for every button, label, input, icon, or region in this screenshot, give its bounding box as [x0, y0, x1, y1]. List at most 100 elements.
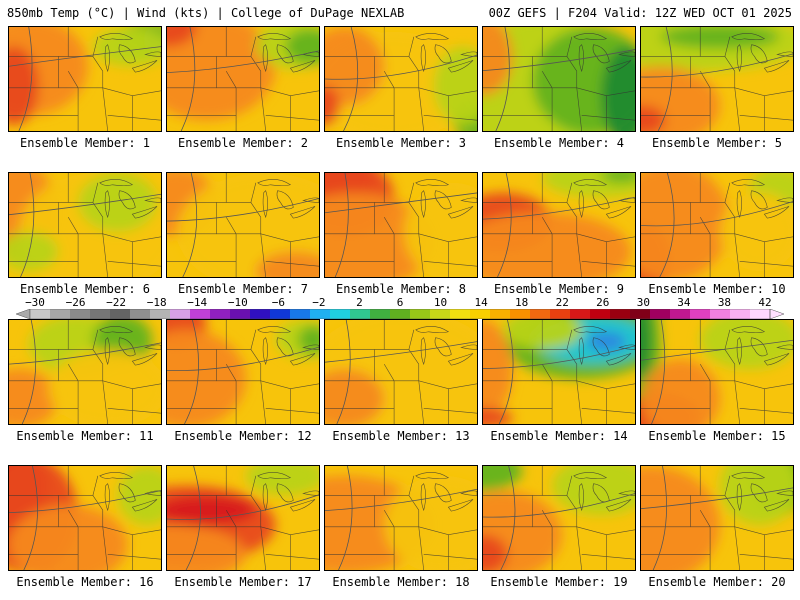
map-title: 850mb Temp (°C) | Wind (kts) | College o… — [7, 6, 405, 20]
ensemble-member-map — [482, 172, 636, 278]
colorbar-tick-label: 18 — [515, 296, 529, 309]
colorbar-right-arrow — [769, 309, 784, 319]
temperature-map — [641, 320, 793, 424]
colorbar-swatch — [210, 309, 231, 319]
colorbar-swatch — [170, 309, 191, 319]
colorbar-tick-label: −26 — [65, 296, 86, 309]
ensemble-member-label: Ensemble Member: 7 — [177, 282, 309, 296]
colorbar-swatch — [630, 309, 651, 319]
ensemble-member-map — [640, 172, 794, 278]
colorbar-swatch — [230, 309, 251, 319]
colorbar-tick-label: 42 — [758, 296, 772, 309]
ensemble-member-label: Ensemble Member: 20 — [648, 575, 786, 589]
temperature-colorbar — [16, 309, 784, 319]
temperature-map — [167, 173, 319, 277]
ensemble-member-map — [166, 26, 320, 132]
temperature-map — [9, 27, 161, 131]
ensemble-member-map — [8, 465, 162, 571]
ensemble-member-label: Ensemble Member: 6 — [19, 282, 151, 296]
colorbar-swatch — [530, 309, 551, 319]
colorbar-tick-label: −10 — [227, 296, 248, 309]
temperature-map — [641, 27, 793, 131]
ensemble-member-label: Ensemble Member: 12 — [174, 429, 312, 443]
colorbar-swatch — [410, 309, 431, 319]
ensemble-member-label: Ensemble Member: 8 — [335, 282, 467, 296]
ensemble-member-label: Ensemble Member: 15 — [648, 429, 786, 443]
temperature-map — [483, 466, 635, 570]
colorbar-swatch — [50, 309, 71, 319]
colorbar-swatch — [130, 309, 151, 319]
ensemble-member-label: Ensemble Member: 10 — [648, 282, 786, 296]
ensemble-member-label: Ensemble Member: 19 — [490, 575, 628, 589]
ensemble-member-map — [166, 172, 320, 278]
colorbar-swatch — [350, 309, 371, 319]
colorbar-swatch — [710, 309, 731, 319]
ensemble-member-map — [482, 319, 636, 425]
ensemble-member-label: Ensemble Member: 17 — [174, 575, 312, 589]
ensemble-member-label: Ensemble Member: 11 — [16, 429, 154, 443]
colorbar-swatch — [750, 309, 771, 319]
ensemble-member-label: Ensemble Member: 9 — [493, 282, 625, 296]
temperature-map — [641, 173, 793, 277]
colorbar-swatch — [310, 309, 331, 319]
colorbar-swatch — [70, 309, 91, 319]
temperature-map — [167, 320, 319, 424]
ensemble-member-label: Ensemble Member: 18 — [332, 575, 470, 589]
colorbar-swatch — [470, 309, 491, 319]
colorbar-swatch — [30, 309, 51, 319]
colorbar-swatch — [550, 309, 571, 319]
ensemble-member-map — [166, 319, 320, 425]
colorbar-tick-label: −22 — [106, 296, 127, 309]
colorbar-swatch — [650, 309, 671, 319]
temperature-map — [9, 173, 161, 277]
temperature-map — [167, 466, 319, 570]
temperature-map — [9, 320, 161, 424]
ensemble-member-label: Ensemble Member: 14 — [490, 429, 628, 443]
colorbar-swatch — [390, 309, 411, 319]
ensemble-member-label: Ensemble Member: 2 — [177, 136, 309, 150]
colorbar-tick-label: −30 — [25, 296, 45, 309]
colorbar-swatch — [270, 309, 291, 319]
temperature-map — [483, 173, 635, 277]
temperature-map — [641, 466, 793, 570]
ensemble-member-label: Ensemble Member: 16 — [16, 575, 154, 589]
colorbar-tick-label: 2 — [356, 296, 363, 309]
ensemble-member-label: Ensemble Member: 1 — [19, 136, 151, 150]
colorbar-tick-label: 26 — [596, 296, 610, 309]
ensemble-member-map — [8, 26, 162, 132]
colorbar-tick-label: 10 — [433, 296, 448, 309]
colorbar-tick-label: 22 — [555, 296, 569, 309]
ensemble-member-map — [640, 465, 794, 571]
ensemble-member-map — [640, 319, 794, 425]
ensemble-member-label: Ensemble Member: 3 — [335, 136, 467, 150]
ensemble-member-label: Ensemble Member: 5 — [651, 136, 783, 150]
temperature-map — [483, 320, 635, 424]
colorbar-swatch — [730, 309, 751, 319]
temperature-map — [325, 173, 477, 277]
ensemble-member-map — [324, 172, 478, 278]
run-valid-time: 00Z GEFS | F204 Valid: 12Z WED OCT 01 20… — [488, 6, 792, 20]
colorbar-swatch — [90, 309, 111, 319]
colorbar-swatch — [290, 309, 311, 319]
ensemble-member-label: Ensemble Member: 13 — [332, 429, 470, 443]
colorbar-tick-label: −14 — [187, 296, 208, 309]
ensemble-member-map — [8, 319, 162, 425]
ensemble-member-map — [640, 26, 794, 132]
temperature-map — [483, 27, 635, 131]
colorbar-swatch — [510, 309, 531, 319]
temperature-map — [9, 466, 161, 570]
colorbar-tick-label: 30 — [636, 296, 650, 309]
colorbar-swatch — [490, 309, 511, 319]
colorbar-tick-label: 38 — [717, 296, 732, 309]
temperature-map — [325, 27, 477, 131]
colorbar-tick-label: 6 — [396, 296, 404, 309]
colorbar-tick-label: 34 — [677, 296, 691, 309]
ensemble-member-map — [324, 319, 478, 425]
colorbar-swatch — [150, 309, 171, 319]
ensemble-member-map — [324, 26, 478, 132]
temperature-map — [167, 27, 319, 131]
ensemble-member-map — [482, 26, 636, 132]
colorbar-tick-label: −2 — [312, 296, 326, 309]
ensemble-member-map — [324, 465, 478, 571]
colorbar-swatch — [110, 309, 131, 319]
